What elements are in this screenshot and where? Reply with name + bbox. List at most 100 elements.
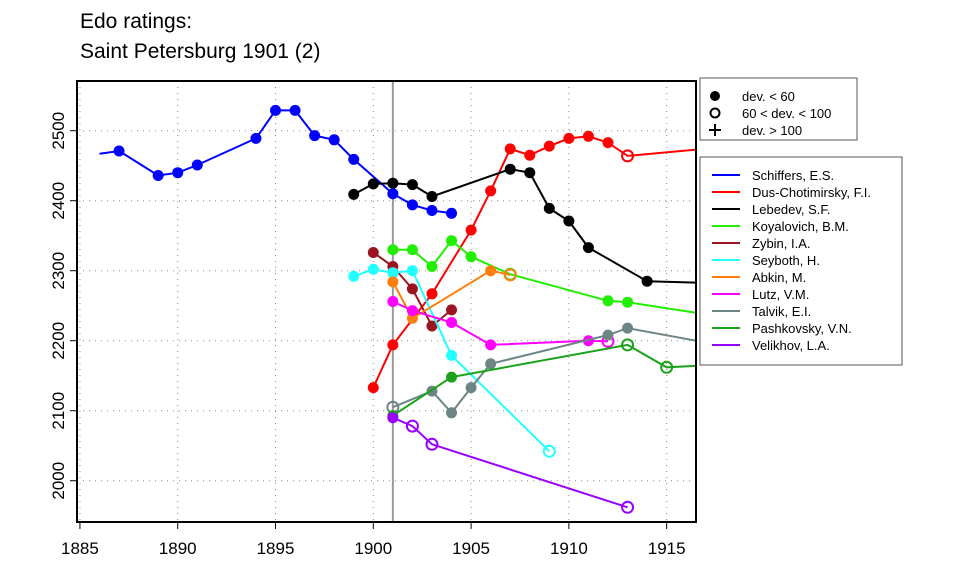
data-point [309,130,321,142]
data-point [172,167,184,179]
data-point [582,242,594,254]
data-point [485,185,497,197]
data-point [446,304,458,316]
series-line [392,416,628,509]
data-point [465,382,477,394]
data-point [406,244,418,256]
x-tick-label: 1915 [648,539,686,558]
data-point [406,179,418,191]
data-point-open [621,149,635,163]
data-point [485,339,497,351]
data-point [387,296,399,307]
series-line [392,327,697,415]
data-point [426,261,438,272]
data-point [152,170,164,181]
data-point [602,295,614,307]
data-point-open [542,444,556,458]
series-line [99,109,452,215]
y-tick-label: 2000 [49,462,68,500]
plus-icon [709,124,721,136]
data-point [602,137,614,149]
data-point [406,265,418,277]
data-point [543,202,555,214]
data-point [367,382,379,394]
data-point [465,224,477,236]
data-point [367,247,379,258]
data-point [289,104,301,116]
data-point [387,276,399,288]
data-point [426,191,438,202]
data-point-open [621,500,635,514]
x-tick-label: 1905 [452,539,490,558]
legend-label: Talvik, E.I. [752,304,811,319]
data-point [446,207,458,219]
data-point [426,205,438,216]
x-tick-label: 1890 [159,539,197,558]
data-point [446,317,458,328]
data-point [406,312,418,324]
data-point [563,215,575,227]
series-line [392,343,697,417]
legend-label: Abkin, M. [752,270,806,285]
data-point [524,167,536,179]
data-point [446,371,458,383]
x-tick-label: 1900 [354,539,392,558]
legend-label: Lebedev, S.F. [752,202,831,217]
data-point [406,283,418,295]
legend-label: Koyalovich, B.M. [752,219,849,234]
data-point [387,188,399,200]
data-point [348,188,360,200]
data-point [563,132,575,144]
data-point [387,412,399,424]
y-tick-label: 2200 [49,322,68,360]
data-point-open [405,419,419,433]
y-tick-label: 2100 [49,392,68,430]
data-point [367,178,379,190]
data-point [367,263,379,275]
data-point [406,305,418,317]
data-point [485,358,497,370]
data-point [465,251,477,263]
data-point [113,145,125,157]
y-tick-label: 2300 [49,252,68,290]
data-point [270,104,282,116]
data-point [328,134,340,146]
data-point [387,267,399,279]
data-point [191,159,203,171]
legend-label: Velikhov, L.A. [752,338,830,353]
data-point-open [660,360,674,374]
data-point [446,407,458,419]
open-circle-icon [709,107,721,119]
data-point [622,322,634,334]
data-point [250,132,262,144]
data-point [622,296,634,308]
data-point [387,244,399,256]
data-point [504,163,516,175]
series-line [391,269,511,320]
legend-label: Schiffers, E.S. [752,168,834,183]
legend-label: Pashkovsky, V.N. [752,321,852,336]
data-point [582,130,594,142]
data-point [426,288,438,300]
legend-label: Zybin, I.A. [752,236,811,251]
plot-frame [76,80,697,523]
data-point-open [503,268,517,282]
data-point [641,275,653,287]
marker-legend-label: 60 < dev. < 100 [742,106,831,121]
marker-legend-label: dev. > 100 [742,123,802,138]
data-point-open [425,437,439,451]
data-point [348,270,360,282]
data-point [602,329,614,341]
data-point [504,143,516,155]
x-tick-label: 1885 [61,539,99,558]
data-point [426,320,438,332]
legend-label: Dus-Chotimirsky, F.I. [752,185,871,200]
filled-circle-icon [710,91,720,101]
data-point [524,149,536,161]
marker-legend-label: dev. < 60 [742,89,795,104]
chart-title-line1: Edo ratings: [80,10,193,33]
marker-legend-box [699,77,858,141]
legend-label: Seyboth, H. [752,253,820,268]
